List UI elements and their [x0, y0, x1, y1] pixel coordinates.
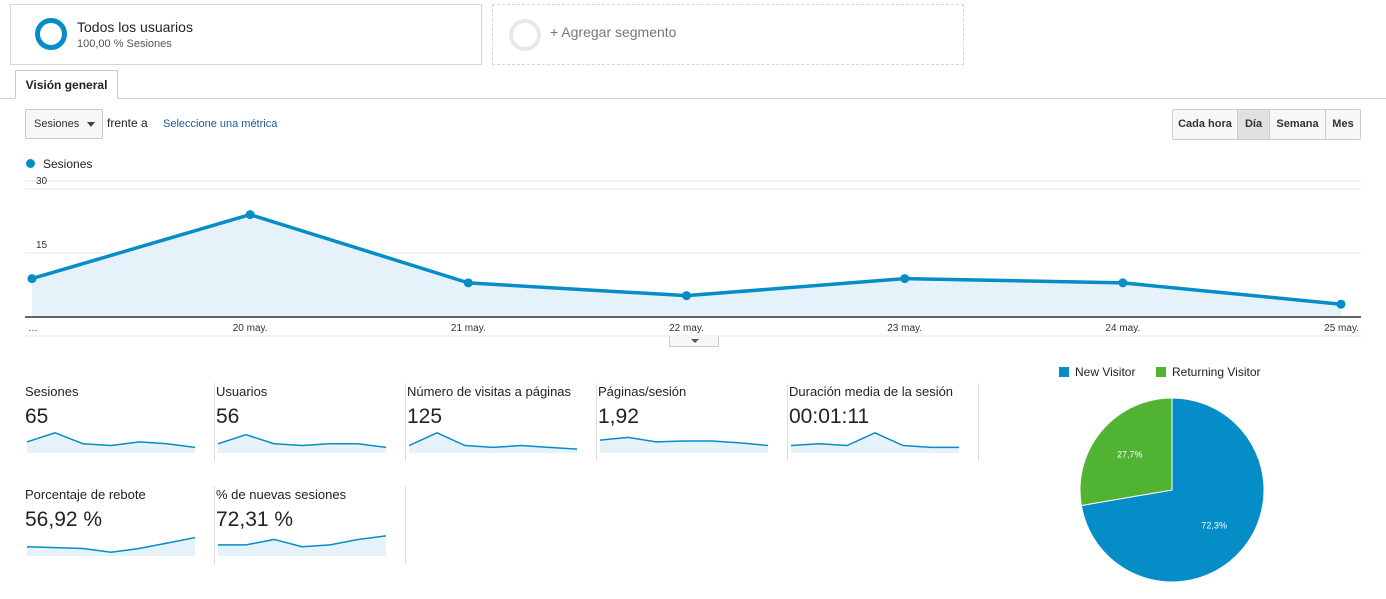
pie-slice-label: 27,7%: [1117, 449, 1143, 459]
sparkline-line: [791, 431, 959, 449]
segment-all-users[interactable]: Todos los usuarios 100,00 % Sesiones: [10, 4, 482, 65]
sparkline-area: [791, 432, 959, 453]
data-point: [463, 278, 473, 288]
visitor-type-pie-chart: 72,3% 27,7%: [1079, 397, 1265, 583]
metric-tile[interactable]: Número de visitas a páginas 125: [407, 383, 597, 461]
data-point: [1118, 278, 1128, 288]
sparkline-line: [27, 432, 195, 449]
sparkline-line: [600, 436, 768, 447]
tab-overview[interactable]: Visión general: [15, 70, 118, 99]
metric-label: % de nuevas sesiones: [216, 487, 347, 502]
series-area: [32, 214, 1341, 317]
metric-label: Duración media de la sesión: [789, 384, 954, 399]
pie-legend-new: New Visitor: [1059, 365, 1135, 379]
sparkline-area: [600, 437, 768, 453]
metric-tile[interactable]: % de nuevas sesiones 72,31 %: [216, 486, 406, 564]
chart-collapse-toggle[interactable]: [669, 336, 719, 347]
metric-sparkline: [218, 433, 386, 453]
x-tick-label: 20 may.: [233, 323, 268, 334]
data-point: [1336, 299, 1346, 309]
metric-tile[interactable]: Usuarios 56: [216, 383, 406, 461]
sessions-line-chart: 15 30 … 20 may. 21 may. 22 may. 23 may. 24 may.…: [25, 176, 1361, 337]
sparkline-area: [27, 432, 195, 453]
data-point: [245, 210, 255, 220]
metric-value: 65: [25, 405, 49, 428]
segment-ring-empty-icon: [509, 19, 541, 51]
x-tick-label: 25 may.: [1324, 323, 1359, 334]
data-point: [900, 274, 910, 284]
metric-sparkline: [27, 536, 195, 556]
tab-bar: Visión general: [0, 70, 1386, 99]
pie-slice[interactable]: [1080, 397, 1265, 583]
metric-label: Páginas/sesión: [598, 384, 687, 399]
metric-value: 125: [407, 405, 443, 428]
metric-sparkline: [218, 535, 386, 556]
segment-title: Todos los usuarios: [77, 19, 193, 35]
x-tick-label: 21 may.: [451, 323, 486, 334]
granularity-hourly-button[interactable]: Cada hora: [1173, 110, 1238, 139]
pie-slice-label: 72,3%: [1201, 521, 1227, 531]
x-tick-label: 23 may.: [887, 323, 922, 334]
chevron-down-icon: [691, 339, 699, 343]
add-segment-label: + Agregar segmento: [550, 24, 677, 40]
add-segment-button[interactable]: + Agregar segmento: [492, 4, 964, 65]
data-point: [682, 291, 691, 301]
y-tick-label: 15: [36, 240, 48, 251]
metric-label: Número de visitas a páginas: [407, 384, 572, 399]
sparkline-area: [218, 535, 386, 556]
legend-series-label: Sesiones: [43, 157, 93, 171]
sparkline-line: [27, 536, 195, 553]
segment-ring-icon: [35, 18, 67, 50]
metric-value: 72,31 %: [216, 508, 294, 531]
metric-sparkline: [409, 431, 577, 453]
select-metric-link[interactable]: Seleccione una métrica: [163, 118, 278, 130]
metric-label: Usuarios: [216, 384, 268, 399]
sparkline-area: [27, 537, 195, 556]
metric-value: 56: [216, 405, 240, 428]
metric-tile[interactable]: Páginas/sesión 1,92: [598, 383, 788, 461]
y-tick-label: 30: [36, 176, 48, 187]
segment-subtitle: 100,00 % Sesiones: [77, 38, 172, 50]
metric-value: 1,92: [598, 405, 639, 428]
pie-legend-returning: Returning Visitor: [1156, 365, 1261, 379]
legend-new-label: New Visitor: [1075, 365, 1136, 379]
metric-value: 00:01:11: [789, 405, 870, 428]
pie-slice[interactable]: [1079, 397, 1173, 507]
sparkline-line: [218, 433, 386, 449]
legend-new-swatch: [1059, 367, 1069, 377]
sparkline-line: [409, 431, 577, 450]
metric-label: Sesiones: [25, 384, 79, 399]
metric-sparkline: [600, 436, 768, 453]
data-point: [27, 274, 37, 284]
granularity-month-button[interactable]: Mes: [1326, 110, 1360, 139]
metric-tile[interactable]: Porcentaje de rebote 56,92 %: [25, 486, 215, 564]
metric-tile[interactable]: Sesiones 65: [25, 383, 215, 461]
x-tick-label: 24 may.: [1105, 323, 1140, 334]
granularity-day-button[interactable]: Día: [1238, 110, 1270, 139]
legend-returning-label: Returning Visitor: [1172, 365, 1261, 379]
versus-label: frente a: [107, 116, 148, 130]
metric-select[interactable]: Sesiones: [25, 109, 103, 139]
metric-value: 56,92 %: [25, 508, 103, 531]
sparkline-line: [218, 535, 386, 548]
granularity-toggle: Cada hora Día Semana Mes: [1172, 109, 1361, 140]
legend-series-dot: [26, 159, 35, 168]
x-tick-label: 22 may.: [669, 323, 704, 334]
metric-sparkline: [791, 431, 959, 453]
granularity-week-button[interactable]: Semana: [1270, 110, 1326, 139]
legend-returning-swatch: [1156, 367, 1166, 377]
metric-select-value: Sesiones: [34, 118, 80, 130]
chevron-down-icon: [87, 122, 95, 127]
sparkline-area: [409, 432, 577, 453]
x-tick-label: …: [28, 323, 38, 334]
metric-tile[interactable]: Duración media de la sesión 00:01:11: [789, 383, 979, 461]
metric-sparkline: [27, 432, 195, 453]
metric-label: Porcentaje de rebote: [25, 487, 146, 502]
